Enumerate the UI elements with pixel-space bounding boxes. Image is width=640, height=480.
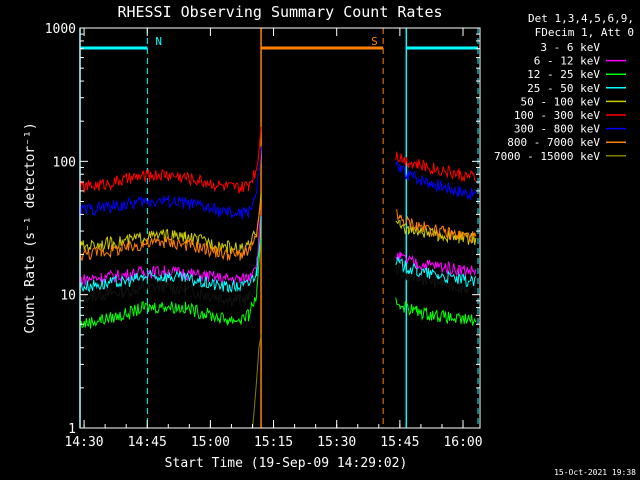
y-tick-label: 1000	[45, 22, 76, 37]
legend-entry-label: 12 - 25 keV	[527, 68, 600, 81]
series-line	[79, 200, 262, 262]
legend-entry-label: 7000 - 15000 keV	[494, 150, 600, 163]
marker-label: S	[371, 35, 378, 48]
marker-label: N	[155, 35, 162, 48]
plot-frame	[79, 27, 481, 429]
legend-entry-label: 25 - 50 keV	[527, 82, 600, 95]
legend-entry-label: 100 - 300 keV	[514, 109, 600, 122]
legend-header-line-2: FDecim 1, Att 0	[535, 26, 634, 39]
series-line	[395, 151, 477, 183]
legend-entry-label: 6 - 12 keV	[534, 55, 601, 68]
series-line	[395, 251, 477, 278]
y-tick-label: 100	[53, 155, 76, 170]
x-tick-label: 15:30	[317, 435, 356, 450]
series-line	[79, 216, 262, 294]
series-line	[252, 334, 262, 429]
axes: 14:30 14:45 15:00 15:15 15:30 15:45 16:00 1 10 10…	[45, 22, 483, 450]
x-tick-label: 15:45	[380, 435, 419, 450]
footer-timestamp: 15-Oct-2021 19:38	[554, 468, 636, 477]
series-layer	[79, 126, 477, 429]
x-tick-label: 16:00	[443, 435, 482, 450]
y-tick-label: 1	[68, 422, 76, 437]
x-tick-label: 14:45	[128, 435, 167, 450]
x-tick-label: 15:00	[191, 435, 230, 450]
x-tick-label: 14:30	[64, 435, 103, 450]
x-tick-label: 15:15	[254, 435, 293, 450]
legend-entry-label: 3 - 6 keV	[540, 41, 600, 54]
legend-entry-label: 300 - 800 keV	[514, 123, 600, 136]
series-line	[395, 297, 477, 326]
series-line	[79, 238, 262, 329]
legend-header-line-1: Det 1,3,4,5,6,9,	[528, 12, 634, 25]
series-line	[395, 256, 477, 288]
legend-entry-label: 50 - 100 keV	[521, 95, 601, 108]
series-line	[395, 209, 477, 244]
series-line	[395, 160, 477, 200]
y-tick-label: 10	[60, 289, 76, 304]
y-axis-label: Count Rate (s⁻¹ detector⁻¹)	[23, 122, 38, 333]
series-line	[79, 146, 262, 220]
series-line	[79, 239, 262, 307]
chart-title: RHESSI Observing Summary Count Rates	[117, 3, 442, 21]
series-line	[79, 215, 262, 286]
legend-entry-label: 800 - 7000 keV	[507, 136, 600, 149]
series-line	[79, 126, 262, 194]
series-line	[395, 262, 477, 296]
x-axis-label: Start Time (19-Sep-09 14:29:02)	[165, 456, 408, 471]
